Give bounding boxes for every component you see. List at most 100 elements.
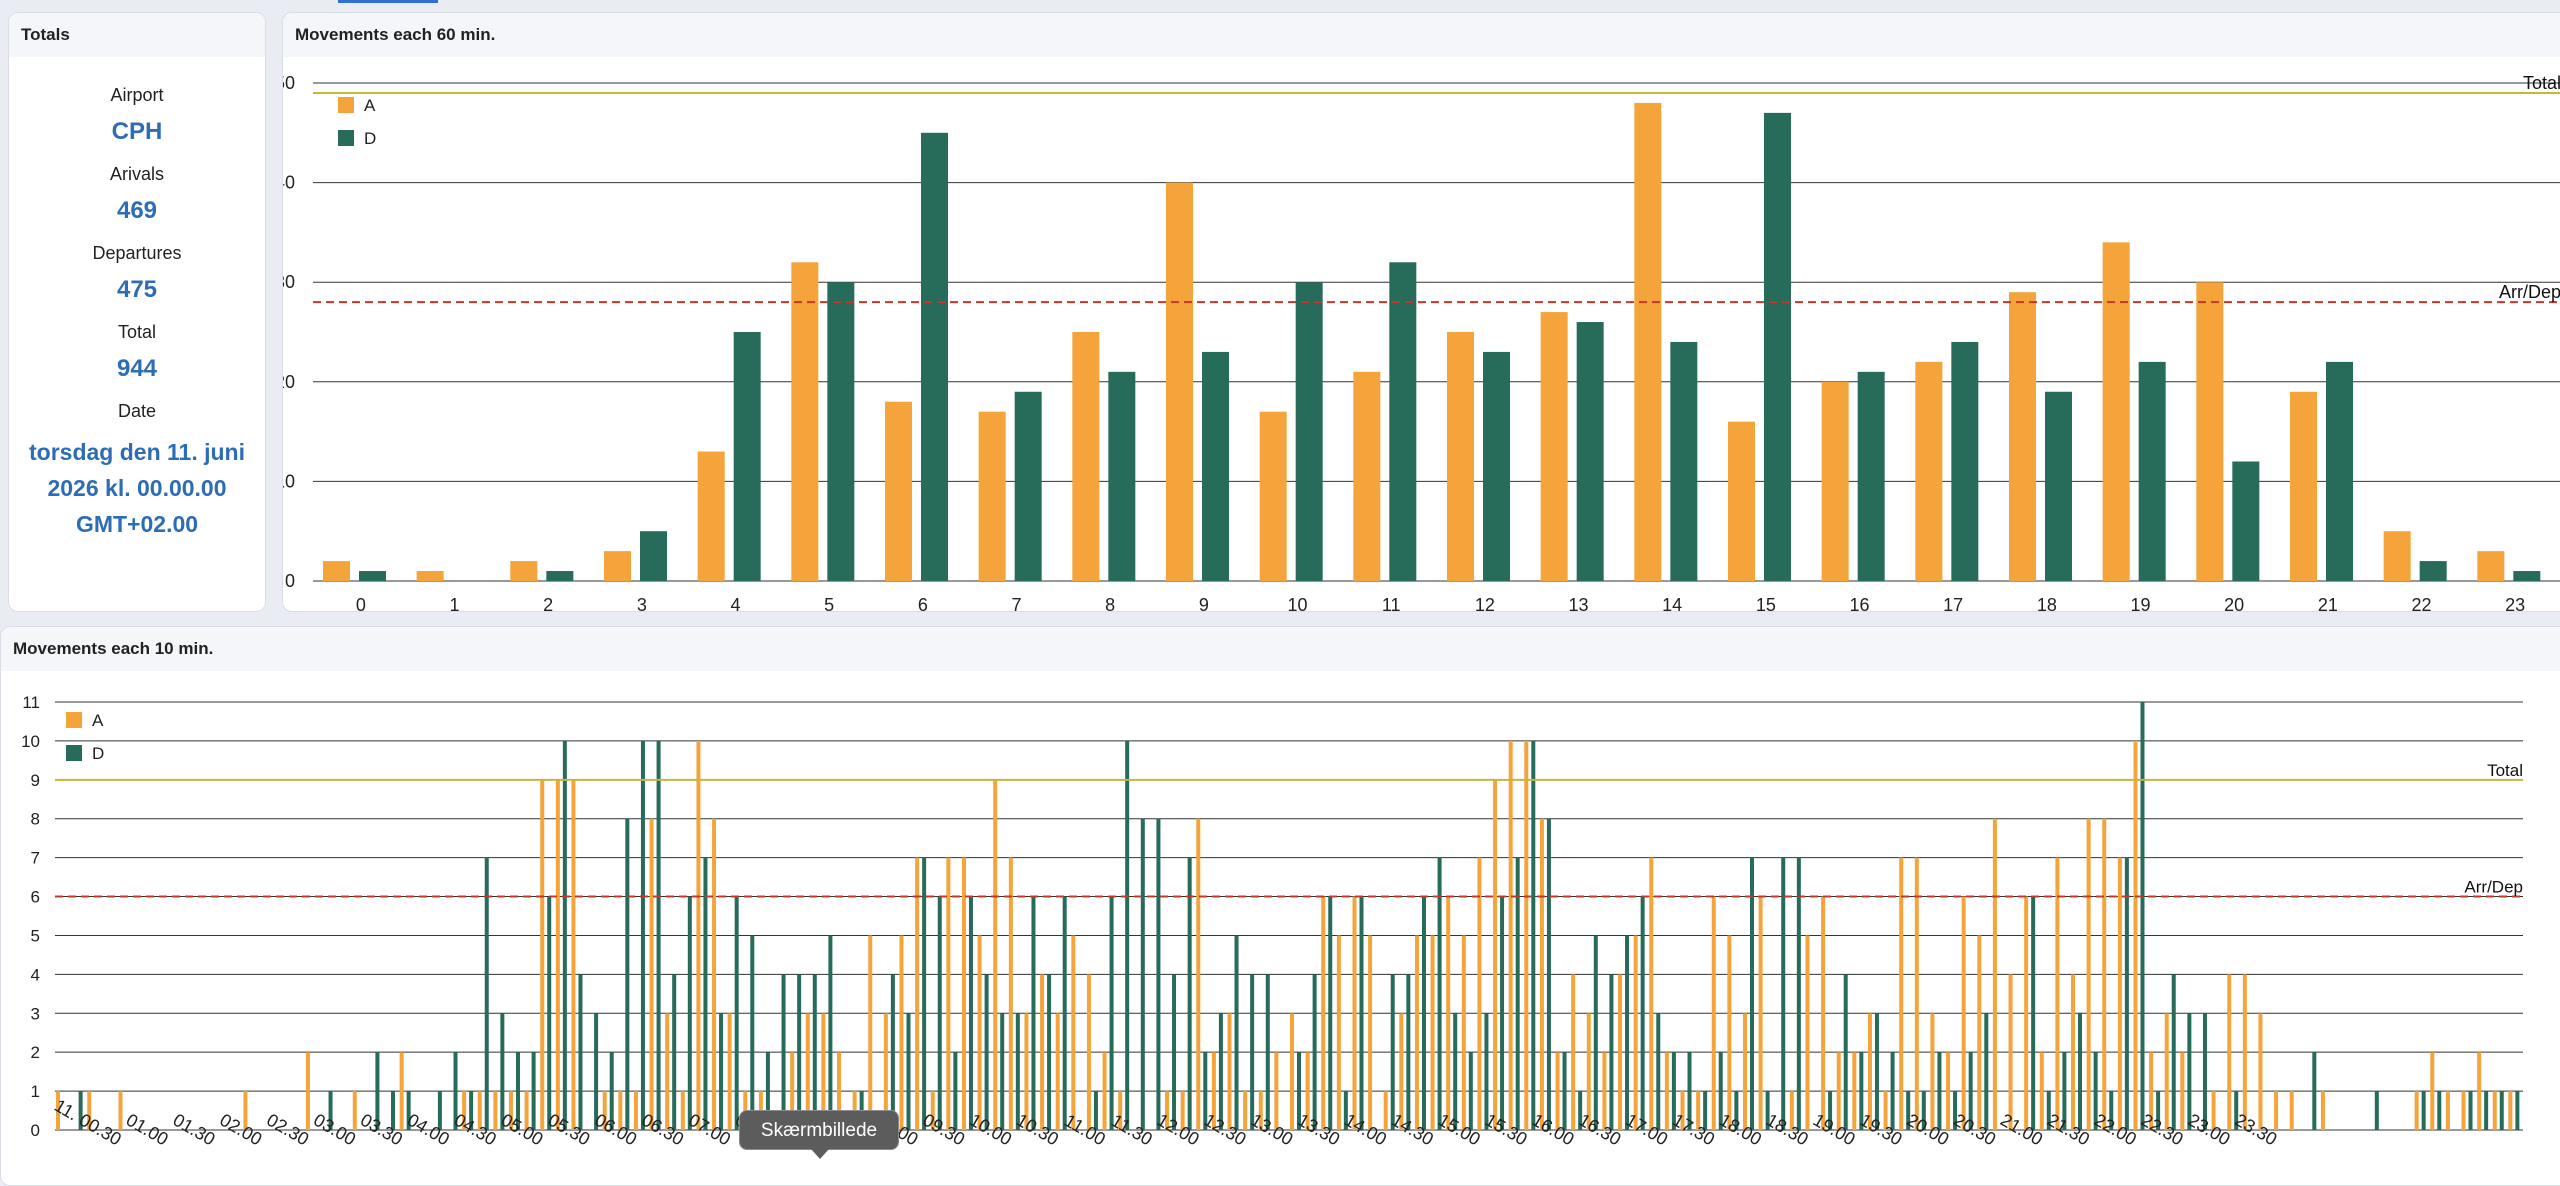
bar-D xyxy=(1857,371,1885,581)
bar-A xyxy=(696,740,701,1130)
bar-A xyxy=(868,935,873,1130)
x-tick-label: 04.30 xyxy=(451,1110,500,1150)
bar-A xyxy=(1664,1052,1669,1130)
bar-A xyxy=(805,1013,810,1130)
bar-A xyxy=(1118,1091,1123,1130)
x-tick-label: 15 xyxy=(1756,595,1776,612)
bar-A xyxy=(1540,312,1568,581)
bar-D xyxy=(562,740,567,1130)
bar-A xyxy=(1946,1052,1951,1130)
bar-A xyxy=(1024,1013,1029,1130)
bar-A xyxy=(2008,974,2013,1130)
bar-A xyxy=(790,1052,795,1130)
x-tick-label: 12.30 xyxy=(1201,1110,1250,1150)
bar-D xyxy=(890,974,895,1130)
hourly-chart-panel: Movements each 60 min. 01020304050TotalA… xyxy=(282,12,2560,612)
bar-D xyxy=(375,1052,380,1130)
x-tick-label: 13 xyxy=(1568,595,1588,612)
bar-D xyxy=(687,896,692,1130)
bar-A xyxy=(604,551,631,581)
bar-D xyxy=(578,974,583,1130)
bar-D xyxy=(1014,391,1042,581)
x-tick-label: 03.00 xyxy=(310,1110,359,1150)
bar-A xyxy=(462,1091,467,1130)
bar-A xyxy=(416,571,444,581)
bar-D xyxy=(1796,857,1801,1130)
x-tick-label: 05.30 xyxy=(544,1110,593,1150)
bar-A xyxy=(2196,282,2224,581)
bar-D xyxy=(2109,1091,2114,1130)
bar-D xyxy=(1703,1091,1708,1130)
bar-A xyxy=(508,1091,513,1130)
bar-D xyxy=(1203,1052,1208,1130)
bar-D xyxy=(1781,857,1786,1130)
bar-A xyxy=(1227,1013,1232,1130)
bar-A xyxy=(1508,740,1513,1130)
x-tick-label: 15.00 xyxy=(1435,1110,1484,1150)
bar-A xyxy=(2477,1052,2482,1130)
x-tick-label: 13.00 xyxy=(1247,1110,1296,1150)
active-tab-indicator[interactable] xyxy=(338,0,438,3)
y-tick-label: 30 xyxy=(283,272,295,292)
bar-A xyxy=(1040,974,1045,1130)
hourly-chart-title: Movements each 60 min. xyxy=(283,13,2560,57)
bar-A xyxy=(2055,857,2060,1130)
x-tick-label: 17 xyxy=(1943,595,1963,612)
bar-A xyxy=(1821,896,1826,1130)
bar-A xyxy=(1586,1013,1591,1130)
y-tick-label: 5 xyxy=(31,926,40,945)
bar-D xyxy=(1576,322,1604,581)
bar-D xyxy=(2234,1091,2239,1130)
bar-D xyxy=(1062,896,1067,1130)
x-tick-label: 05.00 xyxy=(498,1110,547,1150)
y-tick-label: 4 xyxy=(31,965,40,984)
x-tick-label: 21 xyxy=(2318,595,2338,612)
x-tick-label: 2 xyxy=(543,595,553,612)
bar-D xyxy=(734,896,739,1130)
bar-D xyxy=(953,1052,958,1130)
tooltip-arrow xyxy=(811,1149,829,1159)
bar-D xyxy=(359,571,386,581)
bar-D xyxy=(1874,1013,1879,1130)
bar-D xyxy=(1951,341,1979,581)
bar-D xyxy=(1406,974,1411,1130)
x-tick-label: 23.30 xyxy=(2231,1110,2280,1150)
bar-A xyxy=(978,411,1006,581)
bar-D xyxy=(2499,1091,2504,1130)
bar-D xyxy=(922,857,927,1130)
total-value: 944 xyxy=(116,355,158,382)
bar-D xyxy=(1218,1013,1223,1130)
bar-D xyxy=(1671,1052,1676,1130)
bar-D xyxy=(2156,1091,2161,1130)
legend-swatch-D xyxy=(338,130,354,146)
bar-A xyxy=(1836,1052,1841,1130)
x-tick-label: 20.30 xyxy=(1950,1110,1999,1150)
x-tick-label: 07.00 xyxy=(685,1110,734,1150)
bar-A xyxy=(1618,974,1623,1130)
tenmin-chart-panel: Movements each 10 min. 0 1 2 3 4 5 6 7 8 9 10 11 Tot… xyxy=(0,626,2560,1186)
bar-A xyxy=(1977,935,1982,1130)
bar-D xyxy=(640,531,667,581)
x-tick-label: 10.30 xyxy=(1013,1110,1062,1150)
bar-A xyxy=(1867,1013,1872,1130)
bar-A xyxy=(1602,1052,1607,1130)
bar-D xyxy=(594,1013,599,1130)
bar-D xyxy=(546,571,574,581)
bar-D xyxy=(1906,1091,1911,1130)
bar-A xyxy=(540,779,545,1130)
bar-D xyxy=(1343,1091,1348,1130)
x-tick-label: 8 xyxy=(1105,595,1115,612)
bar-D xyxy=(1734,1091,1739,1130)
bar-D xyxy=(2031,896,2036,1130)
bar-D xyxy=(656,740,661,1130)
bar-A xyxy=(1290,1013,1294,1130)
bar-A xyxy=(2289,1091,2294,1130)
bar-D xyxy=(2093,1052,2098,1130)
x-tick-label: 22.30 xyxy=(2138,1110,2187,1150)
bar-A xyxy=(1758,896,1763,1130)
bar-D xyxy=(703,857,708,1130)
date-line-1: torsdag den 11. juni xyxy=(29,439,245,465)
bar-D xyxy=(968,896,973,1130)
bar-D xyxy=(437,1091,442,1130)
bar-A xyxy=(1352,896,1357,1130)
